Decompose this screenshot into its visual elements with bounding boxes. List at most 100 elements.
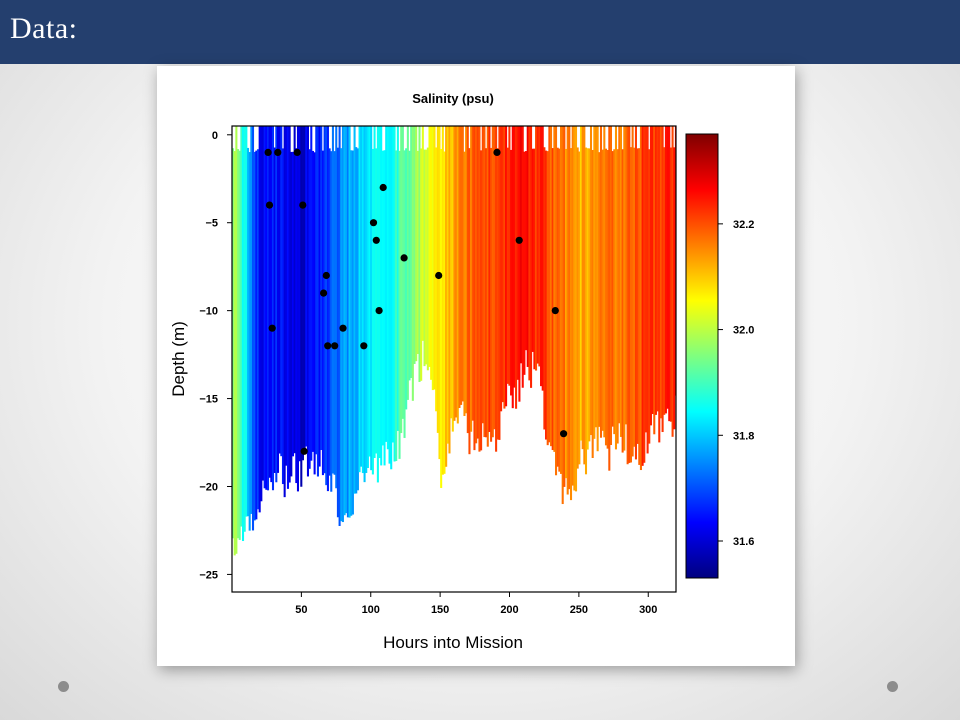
heatmap-column [653, 126, 656, 435]
colorbar-tick-label: 32.2 [733, 219, 754, 231]
sample-point [400, 254, 408, 262]
heatmap-column [543, 147, 546, 430]
heatmap-column [584, 147, 588, 475]
heatmap-column [361, 126, 364, 474]
x-tick-label: 250 [570, 604, 588, 616]
heatmap-column [430, 126, 433, 380]
heatmap-column [290, 151, 293, 477]
heatmap-column [576, 147, 579, 469]
heatmap-column [308, 149, 311, 469]
heatmap-column [235, 126, 238, 554]
heatmap-column [385, 126, 388, 442]
heatmap-column [435, 147, 438, 412]
heatmap-column [593, 126, 596, 439]
heatmap-column [611, 151, 614, 427]
colorbar-tick-label: 31.8 [733, 430, 754, 442]
nav-dot-left-icon[interactable] [58, 681, 69, 692]
heatmap-column [574, 126, 578, 492]
heatmap-column [546, 151, 549, 446]
heatmap-column [566, 126, 569, 495]
heatmap-column [245, 126, 248, 517]
slide-header: Data: [0, 0, 960, 64]
heatmap-column [331, 126, 334, 474]
heatmap-column [415, 126, 418, 362]
heatmap-column [613, 149, 616, 435]
heatmap-column [383, 150, 386, 466]
heatmap-column [648, 149, 651, 444]
heatmap-column [659, 126, 662, 419]
heatmap-column [370, 126, 373, 471]
heatmap-column [273, 147, 276, 473]
heatmap-column [365, 126, 368, 473]
heatmap-column [561, 126, 564, 505]
heatmap-column [573, 126, 576, 491]
sample-point [435, 271, 443, 280]
heatmap-column [458, 126, 461, 408]
heatmap-column [291, 151, 294, 457]
heatmap-column [433, 126, 436, 390]
heatmap-column [530, 126, 533, 388]
heatmap-column [480, 150, 483, 451]
heatmap-column [233, 151, 236, 556]
heatmap-column [603, 126, 606, 438]
heatmap-column [237, 149, 240, 539]
heatmap-column [486, 126, 489, 447]
x-axis-label: Hours into Mission [383, 633, 523, 652]
heatmap-column [310, 126, 313, 461]
heatmap-column [400, 126, 403, 434]
heatmap-column [510, 149, 513, 396]
heatmap-column [363, 126, 366, 483]
heatmap-column [501, 126, 504, 403]
heatmap-column [471, 126, 474, 421]
heatmap-column [426, 147, 429, 371]
heatmap-column [636, 148, 639, 444]
heatmap-column [641, 126, 644, 466]
sample-point [268, 324, 276, 332]
heatmap-column [523, 151, 526, 375]
heatmap-column [586, 148, 589, 450]
heatmap-column [518, 126, 521, 402]
y-tick-label: −20 [199, 481, 218, 493]
heatmap-column [558, 148, 561, 472]
heatmap-column [664, 126, 667, 414]
heatmap-column [496, 148, 499, 440]
heatmap-column [316, 126, 319, 477]
heatmap-column [285, 126, 288, 466]
sample-point [339, 324, 347, 332]
heatmap-column [386, 126, 389, 450]
y-tick-label: 0 [212, 130, 218, 142]
heatmap-column [250, 126, 253, 514]
heatmap-column [270, 126, 273, 483]
heatmap-column [588, 148, 591, 442]
heatmap-column [516, 126, 519, 380]
heatmap-column [280, 126, 283, 457]
colorbar-tick-label: 31.6 [733, 536, 754, 548]
heatmap-column [388, 126, 391, 464]
heatmap-column [303, 126, 306, 451]
heatmap-column [451, 126, 454, 432]
heatmap-column [346, 126, 349, 518]
heatmap-column [520, 126, 523, 364]
heatmap-column [638, 148, 641, 465]
heatmap-column [405, 148, 408, 410]
nav-dot-right-icon[interactable] [887, 681, 898, 692]
sample-point [369, 219, 378, 227]
heatmap-column [535, 126, 538, 371]
heatmap-column [428, 126, 431, 367]
heatmap-column [668, 126, 671, 422]
heatmap-column [318, 126, 321, 467]
heatmap-column [411, 126, 414, 401]
heatmap-column [548, 126, 551, 443]
heatmap-column [631, 126, 634, 457]
heatmap-column [423, 149, 426, 367]
heatmap-column [381, 150, 384, 446]
y-axis-label: Depth (m) [169, 321, 188, 397]
heatmap-column [408, 150, 411, 381]
heatmap-column [463, 151, 466, 416]
heatmap-column [671, 126, 674, 437]
heatmap-column [503, 126, 506, 409]
heatmap-column [629, 147, 632, 463]
heatmap-column [594, 126, 598, 428]
heatmap-column [306, 126, 309, 477]
heatmap-column [340, 148, 343, 522]
